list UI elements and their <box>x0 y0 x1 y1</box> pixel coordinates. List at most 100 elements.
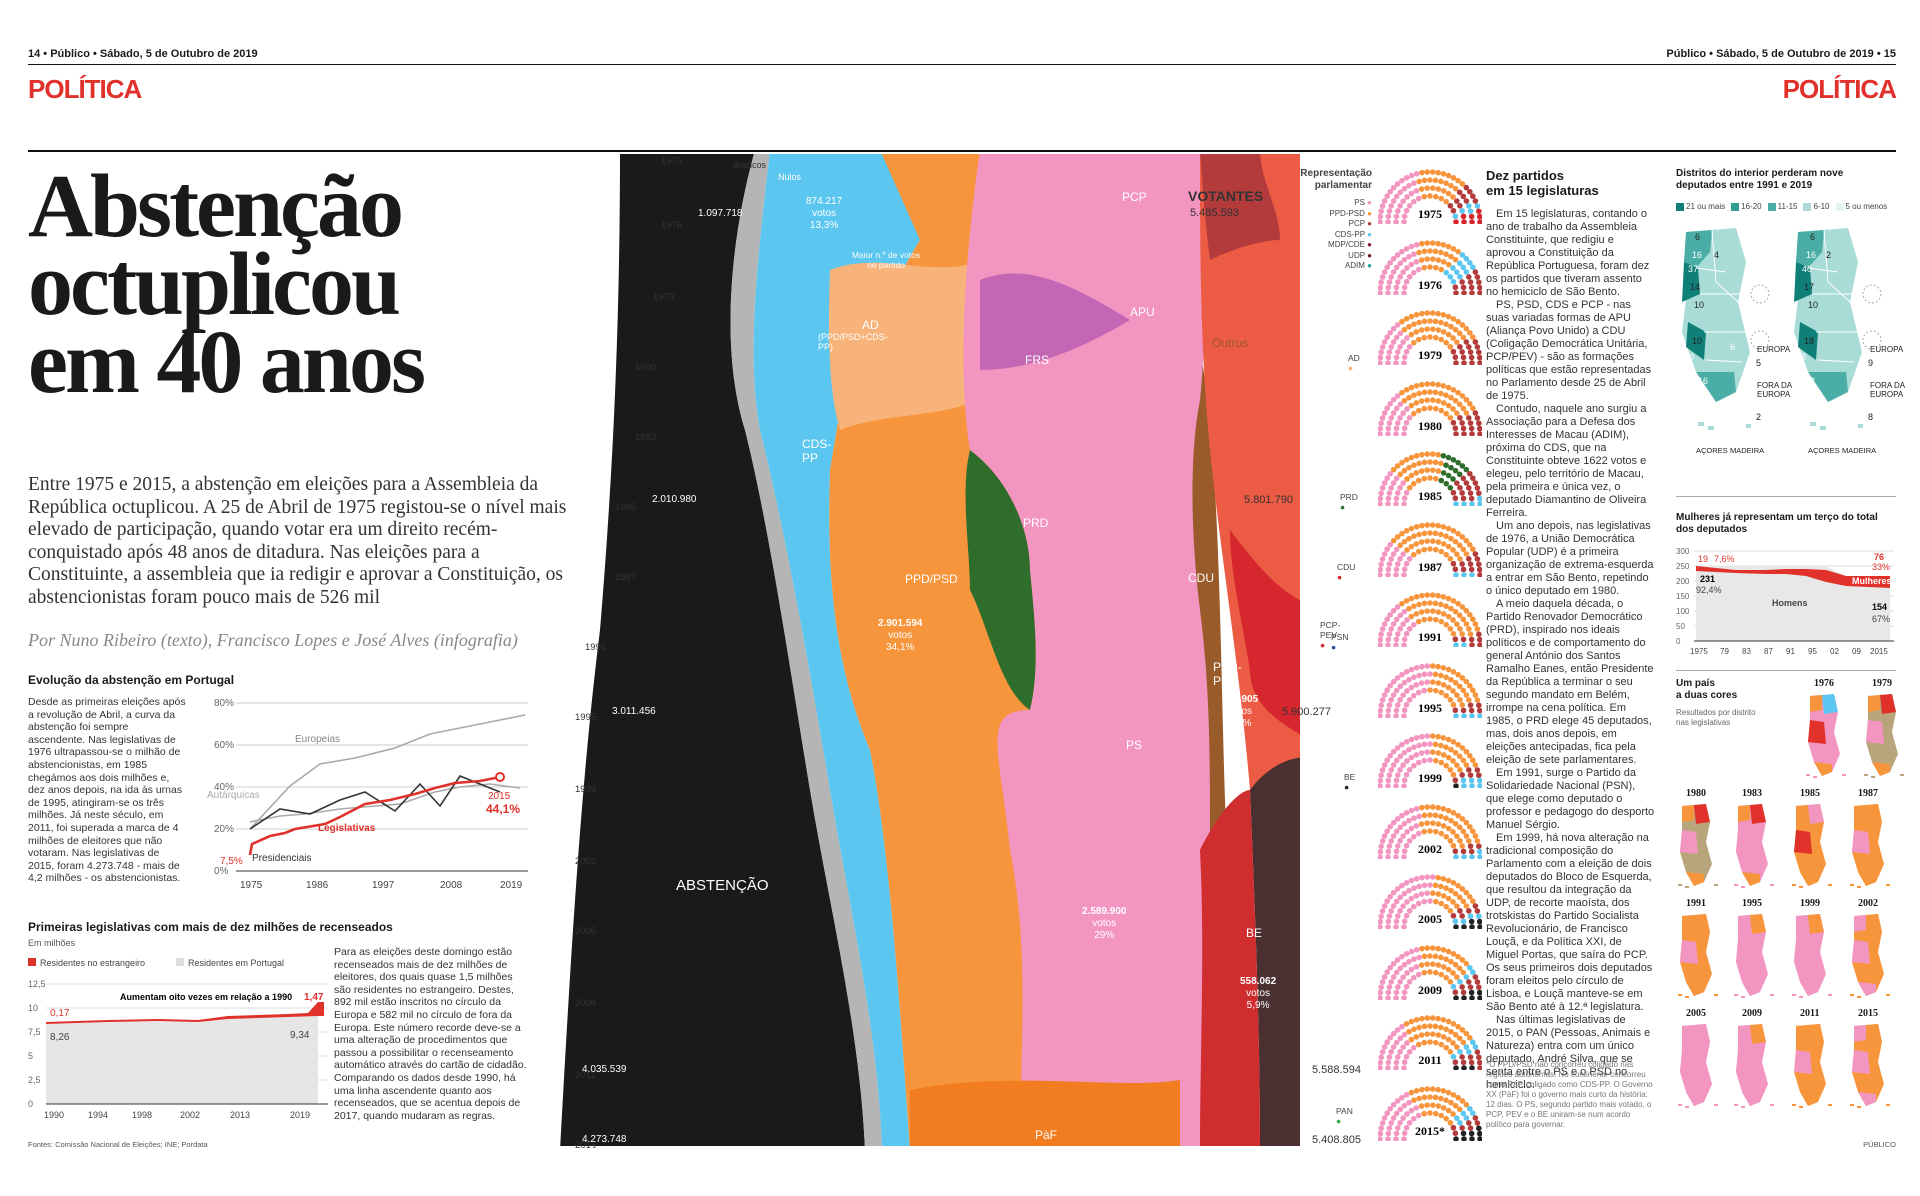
hemicycle-year: 2005 <box>1418 912 1442 926</box>
start-label: 7,5% <box>220 856 243 867</box>
autarquicas-line <box>249 783 521 823</box>
hemicycle-year: 2015* <box>1415 1124 1445 1138</box>
hemicycle: 2002 <box>1378 803 1482 859</box>
svg-text:200: 200 <box>1676 577 1690 586</box>
recenseados-note: Aumentam oito vezes em relação a 1990 <box>120 992 292 1002</box>
dez-paragraph: Em 1991, surge o Partido da Solidariedad… <box>1486 767 1655 831</box>
end-label: 44,1% <box>486 802 520 816</box>
prd-label: PRD <box>1023 516 1049 530</box>
hemi-legend-item: MDP/CDE ● <box>1328 240 1372 249</box>
hemi-legend-item: ADIM ● <box>1344 261 1372 270</box>
svg-text:1975: 1975 <box>1690 647 1708 656</box>
cores-map <box>1676 912 1726 1002</box>
ytick: 12,5 <box>28 979 46 989</box>
distritos-maps <box>1682 228 1882 430</box>
headline: Abstenção octuplicou em 40 anos <box>28 157 426 412</box>
votantes-value: 5.801.790 <box>1244 494 1293 506</box>
svg-text:50: 50 <box>1676 622 1685 631</box>
xtick: 1990 <box>44 1110 64 1120</box>
hemi-legend-item: UDP ● <box>1348 250 1372 260</box>
hemicycle: 2005 <box>1378 874 1482 929</box>
distritos-legend-item: 21 ou mais <box>1676 202 1725 211</box>
section-label-left: POLÍTICA <box>28 74 142 104</box>
value-label: 0,17 <box>50 1008 70 1019</box>
legend-pt: Residentes em Portugal <box>176 958 284 968</box>
svg-text:19: 19 <box>1698 554 1708 564</box>
ytick: 0 <box>28 1099 33 1109</box>
svg-text:92,4%: 92,4% <box>1696 585 1722 595</box>
svg-text:0: 0 <box>1676 637 1681 646</box>
hemicycle: 1987 <box>1378 521 1482 577</box>
cores-map <box>1790 1022 1840 1112</box>
svg-text:79: 79 <box>1720 647 1729 656</box>
map-1991 <box>1682 228 1750 402</box>
dez-paragraph: A meio daquela década, o Partido Renovad… <box>1486 598 1654 766</box>
dez-paragraph: PS, PSD, CDS e PCP - nas suas variadas f… <box>1486 299 1652 402</box>
value-label: 9,34 <box>290 1030 310 1041</box>
year-label: 1983 <box>635 432 657 443</box>
hemicycle: 1999 <box>1378 733 1482 788</box>
dez-paragraph: Nas últimas legislativas de 2015, o PAN … <box>1486 1014 1651 1091</box>
svg-text:91: 91 <box>1786 647 1795 656</box>
hemicycle-year: 1976 <box>1418 278 1442 292</box>
cores-year: 1987 <box>1858 788 1878 799</box>
svg-text:150: 150 <box>1676 592 1690 601</box>
svg-text:09: 09 <box>1852 647 1861 656</box>
ytick: 0% <box>214 866 229 877</box>
svg-text:83: 83 <box>1742 647 1751 656</box>
svg-text:67%: 67% <box>1872 614 1890 624</box>
distritos-legend-item: 16-20 <box>1731 202 1762 211</box>
dez-paragraph: Em 15 legislaturas, contando o ano de tr… <box>1486 208 1650 298</box>
year-label: 2011 <box>575 1070 596 1081</box>
votantes-value: 5.485.593 <box>1190 207 1239 219</box>
hemicycle-year: 2002 <box>1418 842 1442 856</box>
hemicycle-year: 1975 <box>1418 207 1442 221</box>
recenseados-chart: 12,5 10 7,5 5 2,5 0 Aumentam oito vezes … <box>28 979 328 1120</box>
distritos-legend-item: 5 ou menos <box>1835 202 1887 211</box>
xtick: 1998 <box>132 1110 152 1120</box>
cores-map <box>1848 1022 1898 1112</box>
be-stream <box>1250 757 1300 1146</box>
hemi-legend-item: CDS-PP ● <box>1334 229 1372 239</box>
value-label: 1,47 <box>304 992 324 1003</box>
frs-label: FRS <box>1025 353 1049 367</box>
cores-year: 2015 <box>1858 1008 1878 1019</box>
cdu-label: CDU <box>1188 571 1214 585</box>
year-label: 1999 <box>575 784 597 795</box>
dez-paragraph: Contudo, naquele ano surgiu a Associação… <box>1486 403 1647 519</box>
cores-map <box>1676 1022 1726 1112</box>
be-label: BE <box>1246 926 1263 940</box>
svg-text:300: 300 <box>1676 547 1690 556</box>
svg-text:87: 87 <box>1764 647 1773 656</box>
svg-text:7,6%: 7,6% <box>1714 554 1735 564</box>
europeias-label: Europeias <box>295 734 340 745</box>
year-label: 1975 <box>560 150 575 151</box>
pcp-label: PCP <box>1122 190 1147 204</box>
abst-value: 4.035.539 <box>582 1064 627 1075</box>
europeias-line <box>249 714 526 830</box>
evolucao-chart: 80% 60% 40% 20% 0% Europeias Autárquicas… <box>207 698 528 891</box>
evolucao-title: Evolução da abstenção em Portugal <box>28 673 235 687</box>
hemi-title: Representação parlamentar <box>1300 168 1372 191</box>
recenseados-text: Para as eleições deste domingo estão rec… <box>334 946 527 1122</box>
end-year-label: 2015 <box>488 791 511 802</box>
hemicycle: 2015* <box>1378 1085 1482 1141</box>
outros-label: Outros <box>1212 336 1249 350</box>
hemicycle-year: 1980 <box>1418 419 1442 433</box>
xtick: 2019 <box>290 1110 310 1120</box>
hemicycle: 1979 <box>1378 310 1482 365</box>
votantes-value: 5.588.594 <box>1312 1064 1361 1076</box>
hemi-legend-item: PPD-PSD ● <box>1329 208 1372 218</box>
svg-text:100: 100 <box>1676 607 1690 616</box>
hemicycle-year: 1979 <box>1418 348 1442 362</box>
votantes-value: 5.408.805 <box>1312 1134 1361 1146</box>
ytick: 40% <box>214 782 234 793</box>
hemicycle-year: 1995 <box>1418 701 1442 715</box>
recenseados-unit: Em milhões <box>28 938 76 948</box>
cdspp-stream <box>753 154 968 1146</box>
votantes-value: 5.900.277 <box>1282 706 1331 718</box>
hemi-legend-item: PS ● <box>1354 198 1372 207</box>
year-label: 1987 <box>615 572 637 583</box>
xtick: 1994 <box>88 1110 108 1120</box>
